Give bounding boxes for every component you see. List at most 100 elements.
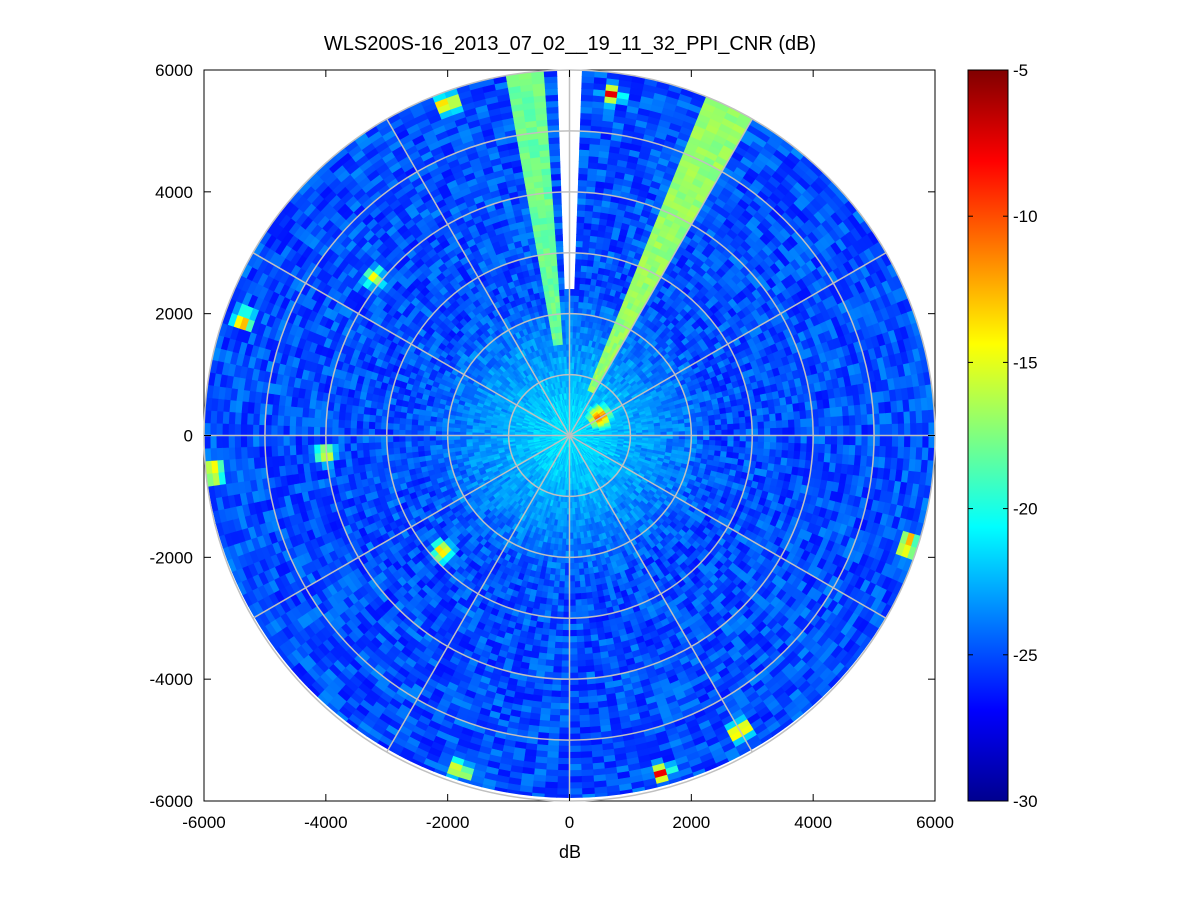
heatmap-cell xyxy=(553,283,560,291)
heatmap-cell xyxy=(733,440,741,448)
heatmap-cell xyxy=(573,544,578,552)
heatmap-cell xyxy=(471,438,479,443)
heatmap-cell xyxy=(569,288,575,296)
heatmap-cell xyxy=(721,440,729,447)
heatmap-cell xyxy=(732,446,740,454)
heatmap-cell xyxy=(708,424,716,431)
heatmap-cell xyxy=(715,435,723,442)
heatmap-cell xyxy=(465,438,473,444)
heatmap-cell xyxy=(584,579,592,588)
heatmap-cell xyxy=(561,319,566,327)
heatmap-cell xyxy=(569,575,575,583)
heatmap-cell xyxy=(422,435,430,441)
heatmap-cell xyxy=(702,425,710,432)
heatmap-cell xyxy=(574,282,581,290)
heatmap-cell xyxy=(558,574,565,582)
heatmap-cell xyxy=(690,439,698,445)
heatmap-cell xyxy=(727,429,735,436)
heatmap-cell xyxy=(580,598,588,606)
heatmap-cell xyxy=(404,440,412,448)
heatmap-cell xyxy=(564,575,570,583)
heatmap-cell xyxy=(720,445,728,453)
heatmap-cell xyxy=(720,418,728,426)
heatmap-cell xyxy=(578,574,586,582)
heatmap-cell xyxy=(423,440,431,447)
heatmap-cell xyxy=(416,440,424,447)
heatmap-cell xyxy=(733,423,741,431)
heatmap-cell xyxy=(714,419,722,426)
heatmap-cell xyxy=(416,435,424,442)
heatmap-cell xyxy=(579,277,587,285)
heatmap-cell xyxy=(563,599,570,607)
heatmap-cell xyxy=(696,439,704,446)
chart-title: WLS200S-16_2013_07_02__19_11_32_PPI_CNR … xyxy=(324,33,816,55)
heatmap-cell xyxy=(559,301,566,309)
heatmap-cell xyxy=(398,429,406,436)
heatmap-cell xyxy=(547,277,554,286)
heatmap-cell xyxy=(562,343,567,351)
heatmap-cell xyxy=(573,568,580,576)
heatmap-cell xyxy=(569,587,576,595)
heatmap-cells xyxy=(204,69,936,798)
heatmap-cell xyxy=(399,417,407,425)
heatmap-cell xyxy=(660,428,668,433)
heatmap-cell xyxy=(563,587,570,595)
heatmap-cell xyxy=(574,593,582,601)
heatmap-cell xyxy=(435,444,443,450)
heatmap-cell xyxy=(557,319,563,327)
heatmap-cell xyxy=(404,435,412,442)
heatmap-cell xyxy=(453,442,461,448)
heatmap-cell xyxy=(666,427,674,433)
heatmap-cell xyxy=(405,446,413,454)
heatmap-cell xyxy=(678,427,686,432)
heatmap-cell xyxy=(727,423,735,431)
heatmap-cell xyxy=(398,423,406,431)
heatmap-cell xyxy=(721,429,729,436)
heatmap-cell xyxy=(416,424,424,431)
heatmap-cell xyxy=(548,289,556,298)
heatmap-cell xyxy=(654,428,662,433)
heatmap-cell xyxy=(574,587,581,595)
heatmap-cell xyxy=(569,593,576,601)
heatmap-cell xyxy=(726,446,734,454)
heatmap-cell xyxy=(551,592,559,600)
heatmap-cell xyxy=(441,439,449,445)
heatmap-cell xyxy=(727,435,735,442)
heatmap-cell xyxy=(696,425,704,432)
heatmap-cell xyxy=(708,419,716,427)
heatmap-cell xyxy=(447,439,455,445)
heatmap-cell xyxy=(579,586,587,594)
heatmap-cell xyxy=(574,270,582,278)
heatmap-cell xyxy=(726,417,734,425)
heatmap-cell xyxy=(558,276,565,284)
heatmap-cell xyxy=(579,283,586,291)
heatmap-cell xyxy=(733,429,741,436)
heatmap-cell xyxy=(574,289,581,297)
heatmap-cell xyxy=(583,573,591,582)
heatmap-cell xyxy=(572,538,578,546)
heatmap-cell xyxy=(578,562,584,570)
heatmap-cell xyxy=(405,451,413,459)
heatmap-cell xyxy=(416,429,424,436)
heatmap-cell xyxy=(719,413,728,420)
heatmap-cell xyxy=(580,271,588,279)
heatmap-cell xyxy=(441,426,449,432)
heatmap-cell xyxy=(574,574,581,582)
heatmap-cell xyxy=(435,425,443,432)
heatmap-cell xyxy=(558,581,565,589)
heatmap-cell xyxy=(398,435,406,442)
heatmap-cell xyxy=(585,585,592,594)
heatmap-cell xyxy=(555,301,561,309)
heatmap-cell xyxy=(410,435,418,442)
heatmap-cell xyxy=(715,424,723,431)
heatmap-cell xyxy=(564,288,570,296)
heatmap-cell xyxy=(459,438,467,444)
heatmap-cell xyxy=(477,438,485,443)
heatmap-cell xyxy=(417,445,425,452)
heatmap-cell xyxy=(447,426,455,432)
heatmap-cell xyxy=(586,598,594,606)
heatmap-cell xyxy=(721,424,729,431)
heatmap-cell xyxy=(684,426,692,432)
heatmap-cell xyxy=(563,581,570,589)
